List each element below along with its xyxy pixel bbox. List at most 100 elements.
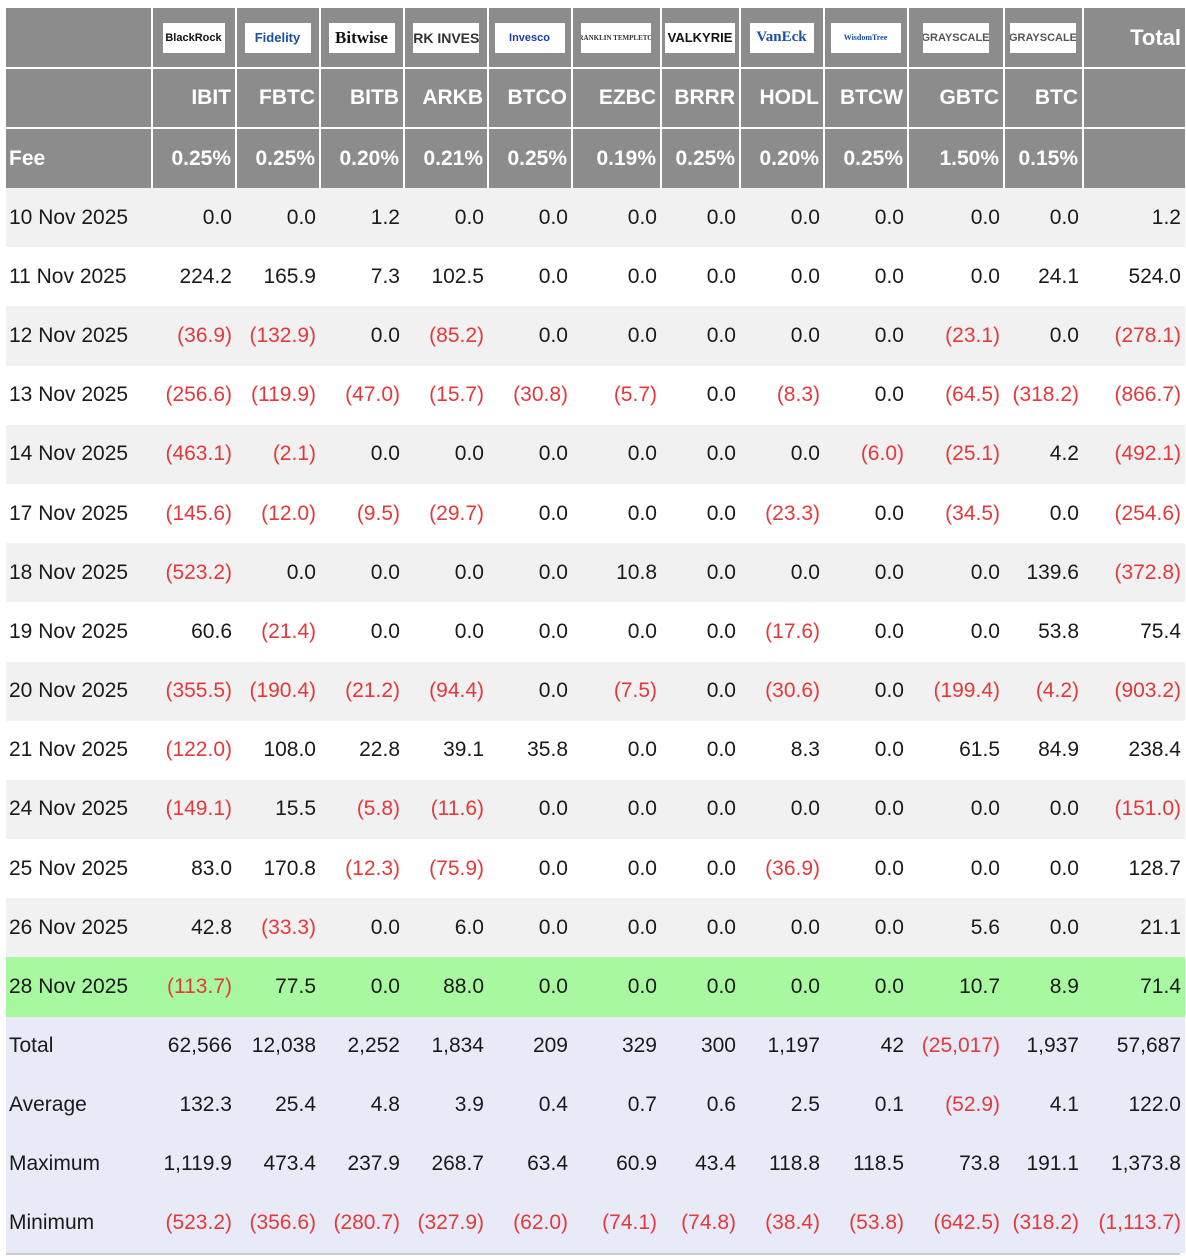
flow-cell: 0.0 — [488, 188, 572, 248]
flow-cell: (4.2) — [1004, 661, 1083, 721]
flow-cell: 0.0 — [404, 602, 488, 662]
fund-fee: 0.20% — [319, 128, 404, 188]
etf-flow-table: BlackRock Fidelity Bitwise ARK INVEST Invesc… — [6, 8, 1185, 1253]
stats-row: Maximum 1,119.9 473.4 237.9 268.7 63.4 60.9 43.… — [6, 1134, 1185, 1194]
flow-cell: 61.5 — [908, 720, 1004, 780]
fund-ticker: BTC — [1003, 68, 1083, 129]
row-date: 11 Nov 2025 — [6, 247, 152, 307]
table-row: 13 Nov 2025 (256.6) (119.9) (47.0) (15.7) (30… — [6, 365, 1185, 425]
fund-fee: 0.25% — [487, 128, 572, 188]
flow-cell: 0.0 — [740, 306, 824, 366]
flow-cell: (8.3) — [740, 365, 824, 425]
flow-cell: 0.0 — [572, 424, 661, 484]
stats-cell: 43.4 — [661, 1134, 740, 1194]
flow-cell: 0.0 — [661, 779, 740, 840]
flow-cell: 0.0 — [661, 365, 740, 425]
stats-cell: 268.7 — [404, 1134, 488, 1194]
header-corner-cell — [6, 8, 152, 69]
flow-cell: 0.0 — [661, 188, 740, 248]
flow-cell: 0.0 — [236, 543, 320, 603]
flow-cell: 0.0 — [1004, 779, 1083, 840]
flow-cell: (64.5) — [908, 365, 1004, 425]
flow-cell: 60.6 — [152, 602, 236, 662]
ticker-total-cell — [1082, 68, 1185, 129]
row-total-cell: (151.0) — [1083, 779, 1185, 840]
fund-logo: VanEck — [749, 22, 814, 53]
flow-cell: (30.6) — [740, 661, 824, 721]
table-header: BlackRock Fidelity Bitwise ARK INVEST Invesc… — [6, 8, 1185, 188]
row-total-cell: 524.0 — [1083, 247, 1185, 307]
fee-label: Fee — [6, 128, 152, 188]
stats-cell: 0.4 — [488, 1075, 572, 1135]
flow-cell: 0.0 — [404, 424, 488, 484]
flow-cell: 0.0 — [572, 779, 661, 840]
flow-cell: (5.8) — [320, 779, 404, 840]
flow-cell: 0.0 — [661, 424, 740, 484]
fund-logo: FRANKLIN TEMPLETON — [581, 22, 651, 53]
table-row: 18 Nov 2025 (523.2) 0.0 0.0 0.0 0.0 10.8 0.0 0.0… — [6, 543, 1185, 603]
table-row-highlighted: 28 Nov 2025 (113.7) 77.5 0.0 88.0 0.0 0.0 0.0 0.… — [6, 957, 1185, 1017]
flow-cell: 0.0 — [740, 424, 824, 484]
stats-label: Maximum — [6, 1134, 152, 1194]
table-row: 26 Nov 2025 42.8 (33.3) 0.0 6.0 0.0 0.0 0.0 0.0 0… — [6, 898, 1185, 958]
fund-logo: BlackRock — [162, 22, 225, 53]
row-total-cell: (903.2) — [1083, 661, 1185, 721]
flow-cell: (12.0) — [236, 483, 320, 544]
flow-cell: 0.0 — [908, 779, 1004, 840]
flow-cell: 0.0 — [1004, 306, 1083, 366]
fund-logo: WisdomTree — [830, 22, 901, 53]
stats-row: Total 62,566 12,038 2,252 1,834 209 329 300 1,19… — [6, 1016, 1185, 1076]
flow-cell: 0.0 — [908, 543, 1004, 603]
fund-fee: 0.25% — [660, 128, 740, 188]
flow-cell: 0.0 — [740, 898, 824, 958]
flow-cell: 88.0 — [404, 957, 488, 1017]
flow-cell: 0.0 — [661, 720, 740, 780]
flow-cell: (33.3) — [236, 898, 320, 958]
stats-cell: (52.9) — [908, 1075, 1004, 1135]
fund-ticker: GBTC — [907, 68, 1004, 129]
row-date: 12 Nov 2025 — [6, 306, 152, 366]
flow-cell: 0.0 — [488, 247, 572, 307]
table-bottom-border — [6, 1252, 1180, 1255]
flow-cell: (145.6) — [152, 483, 236, 544]
ticker-corner-cell — [6, 68, 152, 129]
fee-total-cell — [1082, 128, 1185, 188]
flow-cell: (523.2) — [152, 543, 236, 603]
stats-cell: 118.5 — [824, 1134, 908, 1194]
stats-cell: 0.6 — [661, 1075, 740, 1135]
row-total-cell: (278.1) — [1083, 306, 1185, 366]
fund-logo-cell: WisdomTree — [823, 8, 908, 69]
table-row: 17 Nov 2025 (145.6) (12.0) (9.5) (29.7) 0.0 0.… — [6, 483, 1185, 544]
stats-cell: (327.9) — [404, 1193, 488, 1253]
stats-cell: 63.4 — [488, 1134, 572, 1194]
flow-cell: 10.7 — [908, 957, 1004, 1017]
table-row: 21 Nov 2025 (122.0) 108.0 22.8 39.1 35.8 0.0 0.… — [6, 720, 1185, 780]
flow-cell: 0.0 — [488, 779, 572, 840]
flow-cell: (6.0) — [824, 424, 908, 484]
fee-row: Fee 0.25% 0.25% 0.20% 0.21% 0.25% 0.19% 0.25% 0.… — [6, 128, 1185, 188]
fund-logo: VALKYRIE — [665, 22, 735, 53]
stats-cell: 122.0 — [1083, 1075, 1185, 1135]
flow-cell: 0.0 — [320, 898, 404, 958]
flow-cell: (85.2) — [404, 306, 488, 366]
stats-cell: (38.4) — [740, 1193, 824, 1253]
fund-logo: Bitwise — [328, 22, 395, 53]
flow-cell: 0.0 — [1004, 839, 1083, 899]
flow-cell: 224.2 — [152, 247, 236, 307]
row-total-cell: (866.7) — [1083, 365, 1185, 425]
flow-cell: 0.0 — [404, 543, 488, 603]
row-date: 21 Nov 2025 — [6, 720, 152, 780]
flow-cell: 0.0 — [488, 543, 572, 603]
stats-cell: (318.2) — [1004, 1193, 1083, 1253]
flow-cell: (113.7) — [152, 957, 236, 1017]
fund-logo-cell: FRANKLIN TEMPLETON — [571, 8, 661, 69]
stats-cell: 118.8 — [740, 1134, 824, 1194]
flow-cell: 0.0 — [572, 957, 661, 1017]
flow-cell: 0.0 — [572, 247, 661, 307]
row-date: 13 Nov 2025 — [6, 365, 152, 425]
flow-cell: 0.0 — [824, 779, 908, 840]
flow-cell: 0.0 — [572, 720, 661, 780]
stats-label: Total — [6, 1016, 152, 1076]
stats-cell: (62.0) — [488, 1193, 572, 1253]
flow-cell: 6.0 — [404, 898, 488, 958]
